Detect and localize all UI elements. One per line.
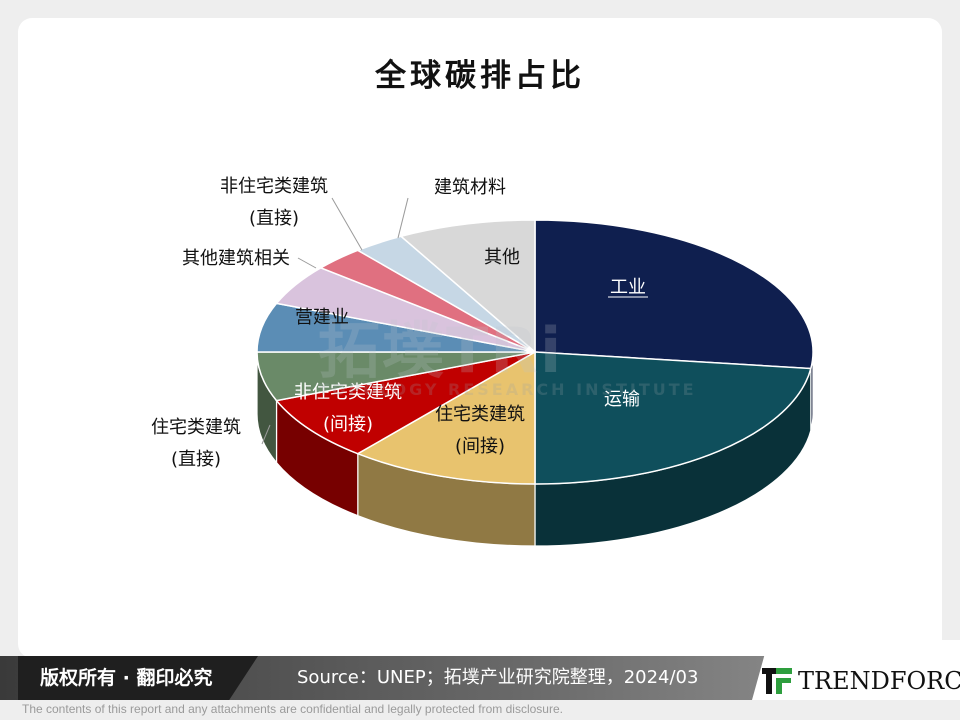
leader-line-7 bbox=[331, 197, 363, 251]
pie-slice-0 bbox=[534, 219, 814, 370]
slice-label-9-0: 其他 bbox=[484, 247, 520, 268]
trendforce-logo-text: TRENDFORCE bbox=[798, 667, 960, 695]
trendforce-logo-icon bbox=[762, 668, 792, 694]
slice-label-2-1: (间接) bbox=[455, 436, 505, 457]
leader-line-4 bbox=[261, 424, 271, 445]
leader-line-8 bbox=[397, 197, 409, 239]
slice-label-2-0: 住宅类建筑 bbox=[435, 404, 525, 425]
slice-label-8-0: 建筑材料 bbox=[434, 177, 506, 198]
chart-title: 全球碳排占比 bbox=[375, 58, 585, 94]
slice-label-4-1: (直接) bbox=[171, 449, 221, 470]
disclaimer: The contents of this report and any atta… bbox=[22, 702, 563, 716]
slice-label-7-1: (直接) bbox=[249, 208, 299, 229]
pie-slice-9 bbox=[399, 219, 536, 354]
slice-label-4-0: 住宅类建筑 bbox=[151, 417, 241, 438]
slice-label-7-0: 非住宅类建筑 bbox=[220, 176, 328, 197]
pie-slice-2 bbox=[356, 350, 536, 485]
slice-label-5-0: 营建业 bbox=[295, 307, 349, 328]
slice-label-1-0: 运输 bbox=[604, 389, 640, 410]
pie-top bbox=[256, 219, 814, 485]
pie-slice-1 bbox=[534, 351, 812, 485]
pie-slice-3 bbox=[275, 351, 536, 455]
leader-line-6 bbox=[297, 257, 317, 269]
slice-label-3-0: 非住宅类建筑 bbox=[294, 382, 402, 403]
slice-label-6-0: 其他建筑相关 bbox=[182, 248, 290, 269]
source-note: Source：UNEP；拓墣产业研究院整理，2024/03 bbox=[297, 667, 699, 688]
slice-label-0-0: 工业 bbox=[610, 277, 646, 298]
slice-label-3-1: (间接) bbox=[323, 414, 373, 435]
copyright-notice: 版权所有 · 翻印必究 bbox=[18, 656, 258, 700]
